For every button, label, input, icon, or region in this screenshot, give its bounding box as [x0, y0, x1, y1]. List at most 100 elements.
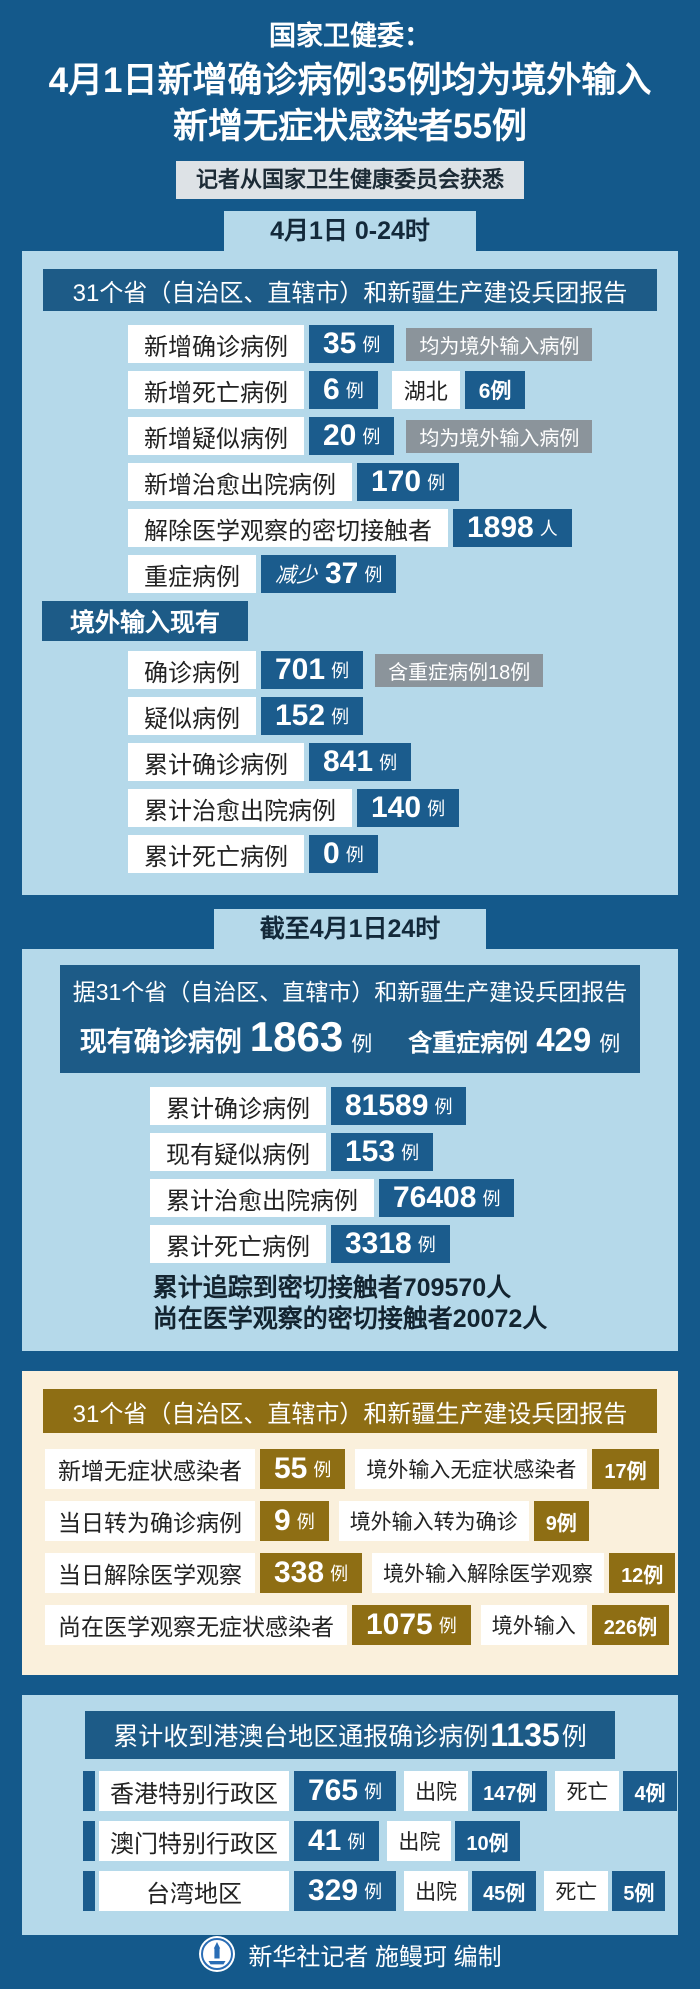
tracing-total-line: 累计追踪到密切接触者709570人: [152, 1274, 512, 1302]
section1-tab: 4月1日 0-24时: [224, 211, 476, 251]
under-observation-line: 尚在医学观察的密切接触者20072人: [152, 1305, 548, 1333]
section2-tab: 截至4月1日24时: [213, 909, 487, 949]
stat-label: 解除医学观察的密切接触者: [128, 509, 448, 547]
stat-value: 1075 例: [352, 1605, 471, 1645]
region-number: 765: [308, 1774, 359, 1807]
title-line-1: 4月1日新增确诊病例35例均为境外输入: [48, 61, 652, 100]
deaths-label: 死亡: [544, 1871, 609, 1911]
current-confirmed-unit: 例: [351, 1033, 373, 1056]
stat-row: 尚在医学观察无症状感染者 1075 例 境外输入 226例: [45, 1605, 678, 1645]
stat-sub-value: 9例: [533, 1501, 589, 1541]
stat-value: 76408 例: [379, 1179, 515, 1217]
stat-unit: 例: [313, 1460, 332, 1480]
discharged-label: 出院: [387, 1821, 452, 1861]
stat-unit: 例: [401, 1143, 420, 1163]
section2-rows: 累计确诊病例 81589 例 现有疑似病例 153 例 累计治愈出院病例 76408…: [22, 1087, 678, 1263]
stat-number: 9: [274, 1504, 291, 1537]
stat-value: 3318 例: [331, 1225, 450, 1263]
stat-value: 153 例: [331, 1133, 434, 1171]
deaths-label: 死亡: [555, 1771, 620, 1811]
stat-sub-label: 境外输入无症状感染者: [355, 1449, 588, 1489]
stat-unit: 例: [417, 1235, 436, 1255]
stat-number: 152: [275, 699, 326, 732]
hmt-rows: 香港特别行政区 765 例 出院 147例 死亡 4例 澳门特别行政区 41 例 出…: [22, 1771, 678, 1935]
stat-row: 累计确诊病例 841 例: [128, 743, 678, 781]
stat-value: 701 例: [261, 651, 364, 689]
stat-value: 841 例: [309, 743, 412, 781]
stat-label: 新增确诊病例: [128, 325, 304, 363]
stat-value: 81589 例: [331, 1087, 467, 1125]
region-unit: 例: [364, 1882, 383, 1902]
subtitle-badge: 记者从国家卫生健康委员会获悉: [175, 161, 524, 199]
stat-row: 现有疑似病例 153 例: [150, 1133, 678, 1171]
stat-label: 尚在医学观察无症状感染者: [45, 1605, 347, 1645]
severe-cases-number: 429: [536, 1021, 592, 1058]
section1-panel: 31个省（自治区、直辖市）和新疆生产建设兵团报告 新增确诊病例 35 例 均为境外…: [22, 251, 678, 895]
stat-note: 含重症病例18例: [375, 653, 544, 687]
stat-label: 确诊病例: [128, 651, 256, 689]
footer-credit: 新华社记者 施鳗珂 编制: [248, 1943, 502, 1971]
stat-unit: 例: [330, 1564, 349, 1584]
stat-unit: 例: [331, 661, 350, 681]
region-unit: 例: [347, 1832, 366, 1852]
discharged-label: 出院: [404, 1871, 469, 1911]
title-line-2: 新增无症状感染者55例: [173, 106, 527, 146]
stat-row: 累计确诊病例 81589 例: [150, 1087, 678, 1125]
hmt-panel: 累计收到港澳台地区通报确诊病例 1135 例 香港特别行政区 765 例 出院 147…: [22, 1695, 678, 1935]
severe-cases: 含重症病例 429 例: [408, 1021, 620, 1059]
stat-number: 338: [274, 1556, 325, 1589]
stat-value: 1898 人: [453, 509, 572, 547]
stat-value: 140 例: [357, 789, 460, 827]
stat-unit: 例: [331, 707, 350, 727]
region-number: 41: [308, 1824, 342, 1857]
stat-label: 新增死亡病例: [128, 371, 304, 409]
stat-number: 3318: [345, 1227, 412, 1260]
stat-unit: 例: [362, 427, 381, 447]
hmt-header-suffix: 例: [561, 1723, 587, 1751]
row-tick-marker: [83, 1771, 95, 1811]
stat-number: 841: [323, 745, 374, 778]
stat-label: 重症病例: [128, 555, 256, 593]
discharged-value: 45例: [472, 1871, 537, 1911]
stat-value: 20 例: [309, 417, 395, 455]
stat-number: 701: [275, 653, 326, 686]
current-confirmed-number: 1863: [249, 1013, 344, 1060]
stat-unit: 例: [427, 799, 446, 819]
stat-label: 累计死亡病例: [128, 835, 304, 873]
stat-row: 累计治愈出院病例 140 例: [128, 789, 678, 827]
hmt-header-number: 1135: [490, 1716, 560, 1753]
stat-row: 当日解除医学观察 338 例 境外输入解除医学观察 12例: [45, 1553, 678, 1593]
stat-unit: 例: [364, 565, 383, 585]
region-value: 329 例: [294, 1871, 397, 1911]
discharged-value: 147例: [472, 1771, 548, 1811]
discharged-value: 10例: [455, 1821, 520, 1861]
region-label: 澳门特别行政区: [99, 1821, 289, 1861]
stat-prefix: 减少: [275, 564, 317, 587]
stat-unit: 例: [379, 753, 398, 773]
stat-row: 新增疑似病例 20 例 均为境外输入病例: [128, 417, 678, 455]
stat-label: 新增疑似病例: [128, 417, 304, 455]
stat-label: 新增无症状感染者: [45, 1449, 255, 1489]
region-row: 澳门特别行政区 41 例 出院 10例: [83, 1821, 678, 1861]
header: 国家卫健委： 4月1日新增确诊病例35例均为境外输入 新增无症状感染者55例 记…: [48, 0, 652, 199]
stat-note: 均为境外输入病例: [406, 327, 593, 361]
stat-sub-value: 12例: [609, 1553, 676, 1593]
stat-unit: 例: [438, 1616, 457, 1636]
stat-number: 1898: [467, 511, 534, 544]
region-value: 41 例: [294, 1821, 380, 1861]
stat-number: 81589: [345, 1089, 429, 1122]
current-confirmed-label: 现有确诊病例: [79, 1027, 242, 1057]
stat-label: 累计治愈出院病例: [150, 1179, 374, 1217]
section2-panel: 据31个省（自治区、直辖市）和新疆生产建设兵团报告 现有确诊病例 1863 例 含重…: [22, 949, 678, 1351]
region-row: 香港特别行政区 765 例 出院 147例 死亡 4例: [83, 1771, 678, 1811]
stat-value: 减少 37 例: [261, 555, 397, 593]
severe-cases-label: 含重症病例: [408, 1030, 529, 1057]
stat-row: 重症病例 减少 37 例: [128, 555, 678, 593]
stat-row: 新增确诊病例 35 例 均为境外输入病例: [128, 325, 678, 363]
asymptomatic-panel: 31个省（自治区、直辖市）和新疆生产建设兵团报告 新增无症状感染者 55 例 境外…: [22, 1371, 678, 1675]
stat-sub-value: 17例: [592, 1449, 659, 1489]
stat-label: 累计治愈出院病例: [128, 789, 352, 827]
